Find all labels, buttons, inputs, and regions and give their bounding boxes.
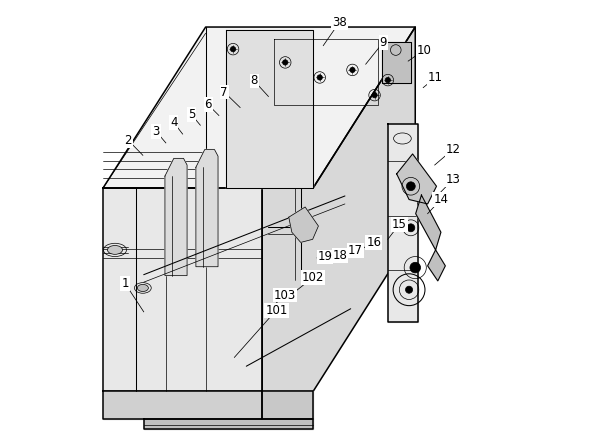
Circle shape [405, 286, 413, 293]
Text: 13: 13 [446, 173, 461, 186]
Ellipse shape [137, 284, 149, 291]
Circle shape [230, 46, 236, 52]
Text: 38: 38 [332, 16, 347, 29]
Text: 101: 101 [265, 303, 288, 316]
Polygon shape [103, 27, 416, 188]
Polygon shape [262, 392, 313, 419]
Polygon shape [226, 30, 313, 188]
Polygon shape [416, 195, 441, 250]
Text: 14: 14 [433, 193, 448, 206]
Text: 7: 7 [220, 85, 228, 98]
Polygon shape [396, 154, 436, 204]
Polygon shape [262, 27, 416, 392]
Text: 4: 4 [170, 116, 177, 129]
Circle shape [407, 182, 416, 190]
Text: 8: 8 [251, 74, 258, 88]
Text: 9: 9 [380, 36, 387, 49]
Circle shape [350, 67, 355, 73]
Text: 10: 10 [417, 44, 432, 57]
Circle shape [385, 77, 390, 83]
Polygon shape [289, 207, 318, 243]
Text: 19: 19 [318, 251, 333, 263]
Text: 12: 12 [446, 142, 461, 156]
Polygon shape [427, 250, 445, 281]
Text: 6: 6 [205, 98, 212, 111]
Circle shape [410, 262, 420, 273]
Polygon shape [103, 188, 262, 392]
Text: 15: 15 [392, 218, 407, 231]
Polygon shape [103, 392, 262, 419]
Text: 3: 3 [152, 125, 160, 138]
Polygon shape [144, 419, 313, 429]
Text: 18: 18 [333, 249, 347, 262]
Text: 16: 16 [366, 236, 381, 249]
Polygon shape [165, 158, 187, 275]
Polygon shape [388, 124, 418, 322]
Ellipse shape [107, 246, 122, 255]
Text: 5: 5 [188, 108, 195, 121]
Text: 103: 103 [274, 288, 296, 302]
Text: 102: 102 [301, 271, 324, 284]
Circle shape [372, 93, 377, 98]
Circle shape [317, 75, 322, 80]
Text: 1: 1 [121, 277, 129, 290]
Polygon shape [381, 42, 411, 83]
Text: 11: 11 [428, 71, 443, 84]
Text: 2: 2 [125, 134, 132, 147]
Circle shape [282, 60, 288, 65]
Circle shape [407, 224, 415, 232]
Polygon shape [196, 150, 218, 267]
Text: 17: 17 [347, 244, 362, 257]
